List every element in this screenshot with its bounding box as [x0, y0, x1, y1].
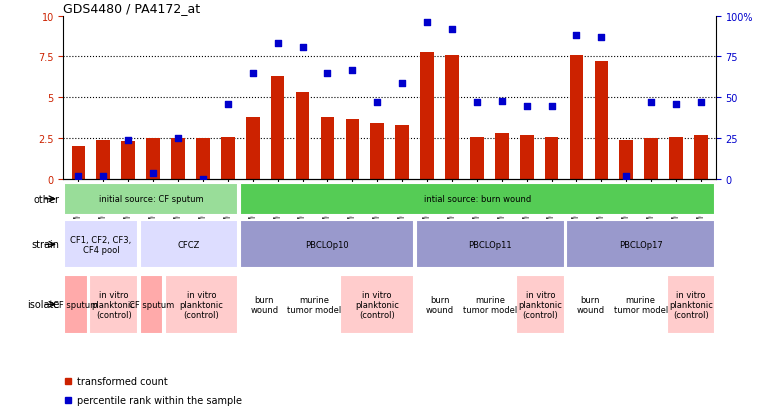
Point	[620, 173, 632, 180]
Point	[197, 176, 209, 183]
Point	[471, 100, 483, 106]
Bar	[666, 275, 715, 334]
Bar	[516, 275, 564, 334]
Bar	[470, 137, 484, 180]
Point	[371, 100, 383, 106]
Text: CF1, CF2, CF3,
CF4 pool: CF1, CF2, CF3, CF4 pool	[70, 235, 132, 254]
Point	[272, 41, 284, 47]
Bar	[139, 221, 238, 268]
Text: CF sputum: CF sputum	[53, 300, 98, 309]
Point	[421, 20, 433, 26]
Bar	[240, 221, 414, 268]
Bar	[670, 137, 683, 180]
Bar	[594, 62, 608, 180]
Text: initial source: CF sputum: initial source: CF sputum	[99, 195, 204, 204]
Bar	[296, 93, 310, 180]
Point	[570, 33, 583, 39]
Point	[520, 103, 533, 109]
Bar	[240, 275, 289, 334]
Bar	[396, 126, 409, 180]
Text: other: other	[33, 194, 60, 204]
Bar	[416, 275, 464, 334]
Bar	[345, 119, 359, 180]
Bar	[271, 77, 285, 180]
Bar	[644, 139, 658, 180]
Text: burn
wound: burn wound	[426, 295, 454, 314]
Bar	[520, 135, 533, 180]
Bar	[64, 183, 238, 216]
Text: murine
tumor model: murine tumor model	[463, 295, 517, 314]
Bar	[616, 275, 665, 334]
Text: murine
tumor model: murine tumor model	[614, 295, 668, 314]
Point	[122, 137, 135, 144]
Bar	[71, 147, 85, 180]
Bar	[290, 275, 339, 334]
Bar	[495, 134, 509, 180]
Point	[172, 135, 184, 142]
Text: percentile rank within the sample: percentile rank within the sample	[77, 394, 241, 405]
Point	[296, 44, 309, 51]
Text: CF sputum: CF sputum	[128, 300, 174, 309]
Bar	[89, 275, 138, 334]
Bar	[64, 275, 87, 334]
Point	[645, 100, 657, 106]
Point	[346, 67, 358, 74]
Bar	[466, 275, 515, 334]
Bar	[97, 140, 110, 180]
Bar	[570, 56, 584, 180]
Point	[670, 101, 683, 108]
Bar	[420, 52, 434, 180]
Text: isolate: isolate	[27, 299, 60, 310]
Point	[695, 100, 707, 106]
Text: in vitro
planktonic
(control): in vitro planktonic (control)	[180, 290, 224, 319]
Text: PBCLOp10: PBCLOp10	[305, 240, 349, 249]
Text: murine
tumor model: murine tumor model	[287, 295, 341, 314]
Bar	[416, 221, 564, 268]
Point	[495, 98, 508, 104]
Bar	[371, 124, 384, 180]
Point	[446, 26, 458, 33]
Bar	[165, 275, 238, 334]
Point	[72, 173, 84, 180]
Bar	[566, 275, 615, 334]
Text: in vitro
planktonic
(control): in vitro planktonic (control)	[92, 290, 135, 319]
Text: PBCLOp17: PBCLOp17	[618, 240, 663, 249]
Bar	[139, 275, 163, 334]
Point	[221, 101, 234, 108]
Text: in vitro
planktonic
(control): in vitro planktonic (control)	[519, 290, 562, 319]
Text: PBCLOp11: PBCLOp11	[468, 240, 512, 249]
Text: intial source: burn wound: intial source: burn wound	[424, 195, 531, 204]
Bar	[619, 140, 633, 180]
Text: GDS4480 / PA4172_at: GDS4480 / PA4172_at	[63, 2, 200, 15]
Point	[546, 103, 558, 109]
Bar	[221, 137, 235, 180]
Bar	[545, 137, 558, 180]
Point	[321, 70, 334, 77]
Bar	[445, 56, 459, 180]
Bar	[146, 139, 160, 180]
Bar	[171, 139, 185, 180]
Bar	[320, 118, 334, 180]
Text: transformed count: transformed count	[77, 376, 167, 386]
Bar	[246, 118, 259, 180]
Bar	[566, 221, 715, 268]
Point	[595, 34, 608, 41]
Point	[147, 170, 159, 176]
Bar	[196, 139, 210, 180]
Point	[396, 80, 409, 87]
Bar	[240, 183, 715, 216]
Text: in vitro
planktonic
(control): in vitro planktonic (control)	[669, 290, 713, 319]
Text: strain: strain	[32, 240, 60, 250]
Bar	[64, 221, 138, 268]
Bar	[694, 135, 708, 180]
Point	[247, 70, 259, 77]
Point	[97, 173, 109, 180]
Text: in vitro
planktonic
(control): in vitro planktonic (control)	[355, 290, 399, 319]
Bar	[122, 142, 135, 180]
Text: CFCZ: CFCZ	[178, 240, 200, 249]
Text: burn
wound: burn wound	[577, 295, 604, 314]
Bar	[341, 275, 414, 334]
Text: burn
wound: burn wound	[250, 295, 279, 314]
